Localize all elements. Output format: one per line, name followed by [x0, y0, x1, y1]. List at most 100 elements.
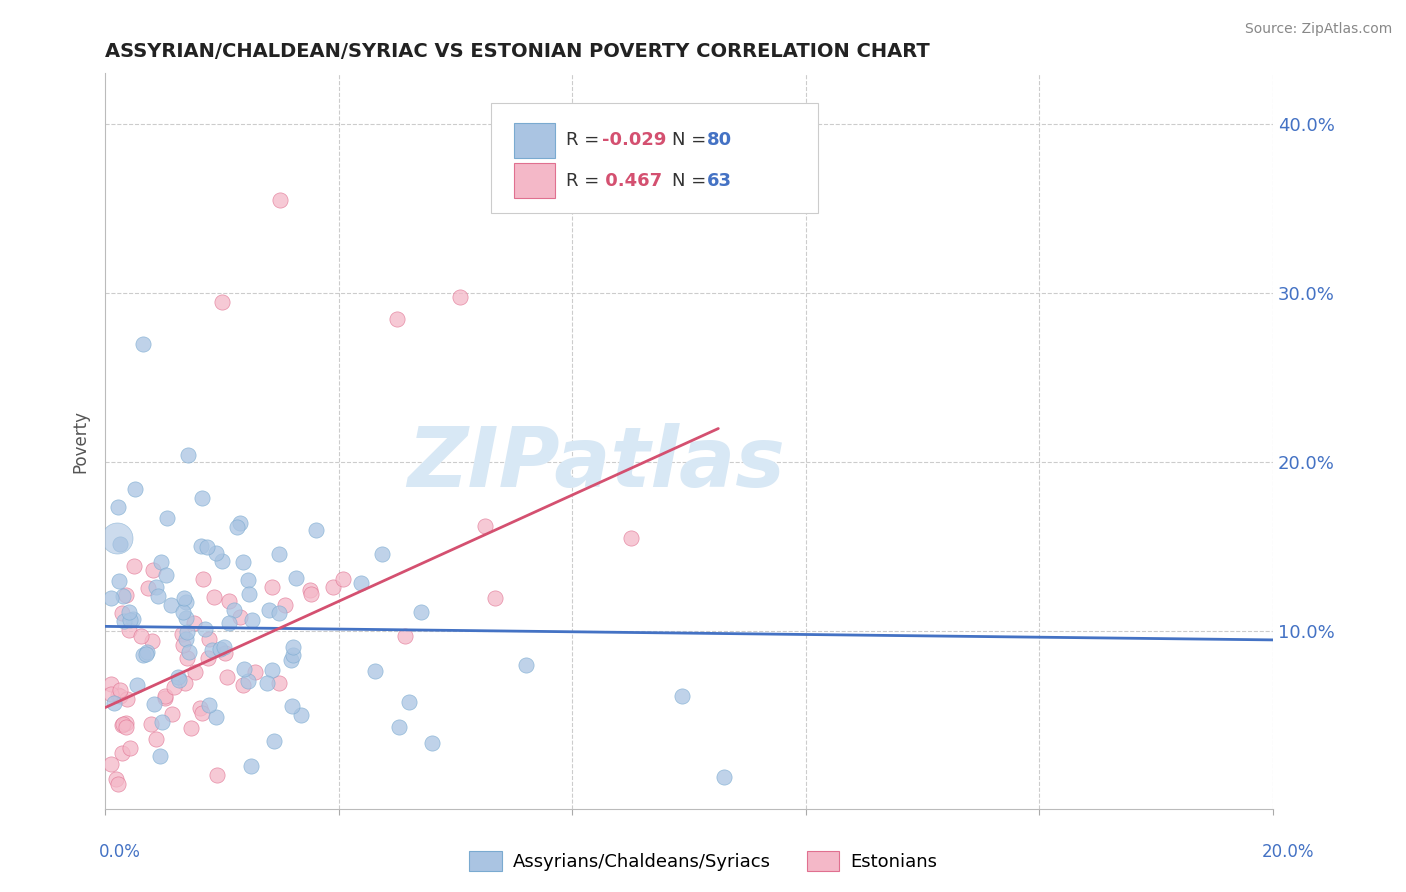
Point	[218, 594, 240, 608]
Point	[115, 716, 138, 731]
Point	[103, 696, 125, 710]
Point	[280, 653, 302, 667]
Point	[100, 591, 122, 606]
Point	[104, 772, 127, 786]
Text: ASSYRIAN/CHALDEAN/SYRIAC VS ESTONIAN POVERTY CORRELATION CHART: ASSYRIAN/CHALDEAN/SYRIAC VS ESTONIAN POV…	[105, 42, 929, 61]
Point	[229, 516, 252, 530]
Point	[177, 448, 200, 462]
Point	[118, 624, 141, 638]
Point	[173, 591, 195, 606]
Point	[153, 690, 176, 704]
Point	[474, 519, 496, 533]
Point	[132, 648, 155, 663]
Y-axis label: Poverty: Poverty	[72, 409, 89, 473]
Point	[262, 663, 284, 677]
Point	[238, 587, 260, 601]
Point	[118, 606, 141, 620]
Point	[160, 706, 183, 721]
Text: -0.029: -0.029	[602, 131, 666, 149]
Text: 63: 63	[707, 172, 731, 190]
Point	[198, 698, 221, 713]
Point	[620, 532, 643, 546]
Text: N =: N =	[672, 131, 711, 149]
Point	[155, 511, 177, 525]
Point	[111, 606, 134, 620]
Point	[105, 532, 128, 546]
Point	[155, 690, 177, 705]
Point	[174, 611, 197, 625]
Point	[107, 500, 129, 515]
Text: R =: R =	[567, 172, 606, 190]
Point	[267, 675, 290, 690]
Text: 20.0%: 20.0%	[1263, 843, 1315, 861]
Point	[420, 736, 443, 750]
Point	[136, 581, 159, 595]
Point	[269, 193, 291, 207]
Point	[145, 732, 167, 747]
Point	[176, 595, 198, 609]
Point	[515, 658, 537, 673]
Point	[141, 717, 163, 731]
Point	[108, 682, 131, 697]
Point	[111, 717, 134, 731]
Point	[211, 554, 233, 568]
Point	[108, 537, 131, 551]
Point	[136, 645, 159, 659]
Point	[232, 662, 254, 676]
Point	[713, 770, 735, 784]
Point	[205, 710, 228, 724]
Point	[332, 572, 354, 586]
Point	[176, 625, 198, 640]
Point	[202, 590, 225, 604]
Point	[284, 571, 307, 585]
Point	[149, 555, 172, 569]
Point	[218, 615, 240, 630]
Point	[115, 588, 138, 602]
Point	[146, 590, 169, 604]
Point	[111, 718, 134, 732]
Point	[298, 583, 321, 598]
Point	[112, 589, 135, 603]
Text: R =: R =	[567, 131, 606, 149]
Point	[388, 720, 411, 734]
Point	[112, 615, 135, 629]
Point	[350, 576, 373, 591]
Point	[100, 676, 122, 690]
Point	[198, 632, 221, 646]
Point	[411, 605, 433, 619]
Point	[149, 749, 172, 764]
Text: 0.467: 0.467	[599, 172, 662, 190]
Point	[176, 651, 198, 665]
Point	[322, 580, 344, 594]
Text: Source: ZipAtlas.com: Source: ZipAtlas.com	[1244, 22, 1392, 37]
Point	[169, 673, 191, 687]
Point	[236, 674, 259, 689]
Point	[243, 665, 266, 679]
Point	[214, 646, 236, 660]
Point	[269, 547, 291, 561]
Point	[398, 695, 420, 709]
Point	[120, 613, 142, 627]
Point	[226, 520, 249, 534]
Point	[263, 733, 285, 747]
Point	[120, 740, 142, 755]
Point	[141, 633, 163, 648]
Point	[281, 698, 304, 713]
Point	[205, 546, 228, 560]
Point	[132, 337, 155, 351]
Text: 80: 80	[707, 131, 731, 149]
Point	[195, 540, 218, 554]
Point	[370, 547, 392, 561]
Point	[174, 632, 197, 646]
Point	[201, 642, 224, 657]
Point	[155, 568, 177, 582]
Point	[172, 638, 194, 652]
Point	[281, 640, 304, 654]
Point	[256, 676, 278, 690]
Point	[212, 640, 235, 655]
Point	[125, 678, 148, 692]
Point	[211, 294, 233, 309]
Point	[183, 616, 205, 631]
Legend: Assyrians/Chaldeans/Syriacs, Estonians: Assyrians/Chaldeans/Syriacs, Estonians	[463, 844, 943, 879]
Point	[299, 587, 322, 601]
